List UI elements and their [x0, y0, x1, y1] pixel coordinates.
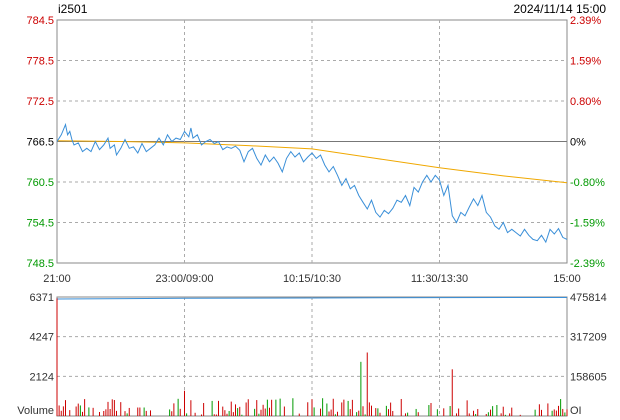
volume-right-tick-label: 158605	[570, 371, 607, 383]
volume-left-tick-label: Volume	[17, 405, 54, 417]
volume-panel-frame	[56, 296, 568, 417]
right-tick-label: -2.39%	[570, 258, 605, 270]
price-line	[56, 122, 568, 244]
open-interest-line	[56, 297, 568, 300]
left-tick-label: 772.5	[26, 96, 54, 108]
left-tick-label: 784.5	[26, 15, 54, 27]
volume-right-tick-label: OI	[570, 405, 582, 417]
time-tick-label: 10:15/10:30	[283, 273, 341, 285]
datetime-label: 2024/11/14 15:00	[513, 2, 606, 16]
right-tick-label: 2.39%	[570, 15, 601, 27]
left-tick-label: 748.5	[26, 258, 54, 270]
left-tick-label: 754.5	[26, 218, 54, 230]
left-tick-label: 760.5	[26, 177, 54, 189]
right-tick-label: -0.80%	[570, 177, 605, 189]
right-tick-label: -1.59%	[570, 218, 605, 230]
volume-left-tick-label: 6371	[30, 292, 54, 304]
left-tick-label: 778.5	[26, 56, 54, 68]
time-tick-label: 23:00/09:00	[155, 273, 213, 285]
volume-right-tick-label: 475814	[570, 292, 607, 304]
time-tick-label: 15:00	[553, 273, 581, 285]
volume-left-tick-label: 2124	[30, 371, 54, 383]
volume-right-tick-label: 317209	[570, 332, 607, 344]
right-tick-label: 0.80%	[570, 96, 601, 108]
time-tick-label: 21:00	[43, 273, 71, 285]
right-tick-label: 0%	[570, 137, 586, 149]
time-tick-label: 11:30/13:30	[411, 273, 468, 285]
symbol-label: i2501	[58, 2, 88, 16]
left-tick-label: 766.5	[26, 137, 54, 149]
right-tick-label: 1.59%	[570, 56, 601, 68]
volume-left-tick-label: 4247	[30, 332, 54, 344]
average-price-line	[56, 140, 568, 184]
